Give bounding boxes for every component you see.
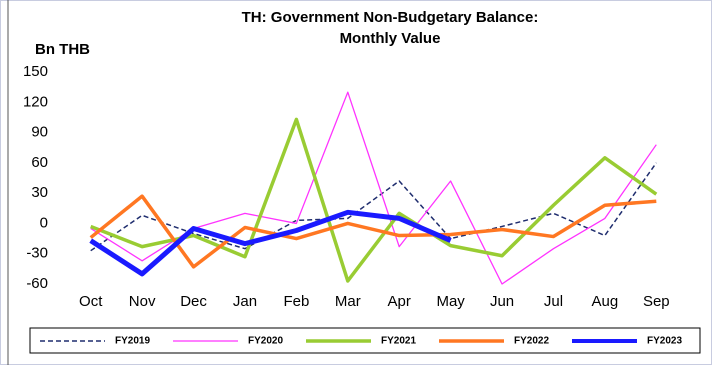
legend-label: FY2020 [248,336,283,347]
y-tick-label: 30 [31,184,48,201]
series-line [90,162,657,252]
x-tick-label: Jan [233,293,257,310]
y-tick-label: 90 [31,124,48,141]
x-tick-label: Apr [388,293,411,310]
x-tick-label: Sep [643,293,670,310]
legend-label: FY2022 [514,336,549,347]
y-tick-label: -30 [26,245,48,262]
y-tick-label: -60 [26,275,48,292]
series-line [89,209,452,277]
x-tick-label: Nov [129,293,156,310]
x-tick-label: Jul [544,293,563,310]
chart-title: TH: Government Non-Budgetary Balance: [242,9,539,26]
chart-title: Monthly Value [340,30,441,47]
x-tick-label: Feb [283,293,309,310]
x-tick-label: Jun [490,293,514,310]
y-tick-label: 150 [23,63,48,80]
x-tick-label: Aug [592,293,619,310]
x-tick-label: May [436,293,465,310]
x-tick-label: Dec [180,293,207,310]
x-tick-label: Mar [335,293,361,310]
x-tick-label: Oct [79,293,103,310]
legend-label: FY2021 [381,336,416,347]
legend-label: FY2019 [115,336,150,347]
y-tick-label: 60 [31,154,48,171]
y-tick-label: 0 [40,214,48,231]
legend-label: FY2023 [647,336,682,347]
y-tick-label: 120 [23,93,48,110]
series-line [89,194,657,269]
y-axis-label: Bn THB [35,41,90,58]
